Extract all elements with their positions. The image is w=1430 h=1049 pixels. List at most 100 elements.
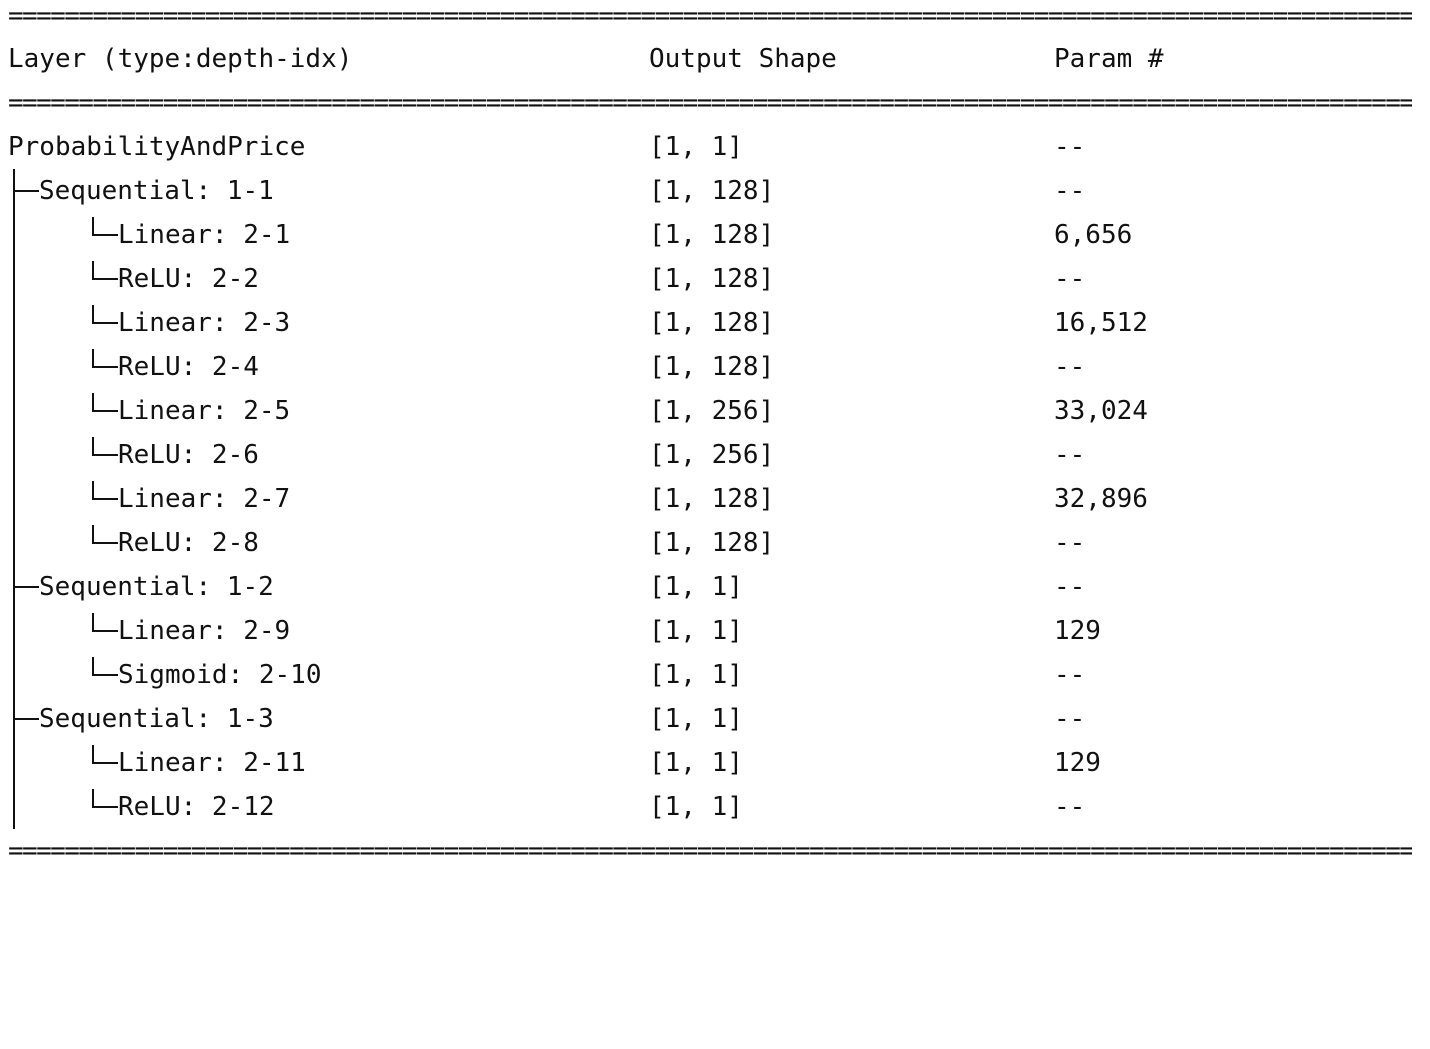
layer-name: Linear: 2-11 <box>118 748 306 778</box>
layer-name: Linear: 2-5 <box>118 396 291 426</box>
table-row: ReLU: 2-6 [1, 256] -- <box>8 433 1412 477</box>
table-row: Linear: 2-1 [1, 128] 6,656 <box>8 213 1412 257</box>
tree-trunk-line <box>13 169 15 829</box>
param-count: -- <box>1054 792 1086 822</box>
tree-elbow <box>92 322 118 324</box>
output-shape: [1, 256] <box>649 440 775 470</box>
param-count: -- <box>1054 264 1086 294</box>
layer-name: ReLU: 2-12 <box>118 792 275 822</box>
top-rule: ========================================… <box>8 2 1412 30</box>
layer-name: Sigmoid: 2-10 <box>118 660 322 690</box>
param-count: -- <box>1054 528 1086 558</box>
layer-name: Sequential: 1-3 <box>39 704 274 734</box>
tree-branch <box>13 718 39 720</box>
table-row: ProbabilityAndPrice [1, 1] -- <box>8 125 1412 169</box>
tree-elbow <box>92 789 94 808</box>
tree-elbow <box>92 366 118 368</box>
output-shape: [1, 1] <box>649 792 743 822</box>
layer-name: Linear: 2-3 <box>118 308 291 338</box>
header-param-count: Param # <box>1054 44 1164 74</box>
header-output-shape: Output Shape <box>649 44 837 74</box>
table-row: ReLU: 2-8 [1, 128] -- <box>8 521 1412 565</box>
output-shape: [1, 1] <box>649 748 743 778</box>
tree-elbow <box>92 542 118 544</box>
layer-name: Sequential: 1-1 <box>39 176 274 206</box>
header-rule: ========================================… <box>8 89 1412 117</box>
param-count: -- <box>1054 572 1086 602</box>
bottom-rule: ========================================… <box>8 837 1412 865</box>
table-row: Linear: 2-9 [1, 1] 129 <box>8 609 1412 653</box>
tree-elbow <box>92 525 94 544</box>
tree-elbow <box>92 630 118 632</box>
layer-name: ReLU: 2-6 <box>118 440 259 470</box>
param-count: -- <box>1054 440 1086 470</box>
param-count: -- <box>1054 132 1086 162</box>
tree-elbow <box>92 657 94 676</box>
table-row: Sigmoid: 2-10 [1, 1] -- <box>8 653 1412 697</box>
tree-elbow <box>92 410 118 412</box>
param-count: 32,896 <box>1054 484 1148 514</box>
header-layer: Layer (type:depth-idx) <box>8 44 353 74</box>
tree-elbow <box>92 498 118 500</box>
layer-name: Linear: 2-1 <box>118 220 291 250</box>
layer-name: Linear: 2-9 <box>118 616 291 646</box>
table-row: Linear: 2-7 [1, 128] 32,896 <box>8 477 1412 521</box>
tree-elbow <box>92 393 94 412</box>
tree-elbow <box>92 217 94 236</box>
tree-elbow <box>92 745 94 764</box>
tree-elbow <box>92 674 118 676</box>
tree-elbow <box>92 349 94 368</box>
tree-branch <box>13 190 39 192</box>
param-count: -- <box>1054 704 1086 734</box>
output-shape: [1, 128] <box>649 220 775 250</box>
param-count: 16,512 <box>1054 308 1148 338</box>
output-shape: [1, 128] <box>649 352 775 382</box>
output-shape: [1, 1] <box>649 132 743 162</box>
param-count: 129 <box>1054 616 1101 646</box>
output-shape: [1, 128] <box>649 484 775 514</box>
output-shape: [1, 256] <box>649 396 775 426</box>
tree-branch <box>13 586 39 588</box>
output-shape: [1, 128] <box>649 176 775 206</box>
param-count: -- <box>1054 176 1086 206</box>
output-shape: [1, 1] <box>649 704 743 734</box>
table-row: Sequential: 1-3 [1, 1] -- <box>8 697 1412 741</box>
tree-elbow <box>92 613 94 632</box>
tree-elbow <box>92 234 118 236</box>
output-shape: [1, 1] <box>649 660 743 690</box>
layer-name: Sequential: 1-2 <box>39 572 274 602</box>
output-shape: [1, 128] <box>649 308 775 338</box>
model-summary-table: ========================================… <box>8 0 1412 876</box>
layer-name: ProbabilityAndPrice <box>8 132 306 162</box>
param-count: 33,024 <box>1054 396 1148 426</box>
layer-name: ReLU: 2-8 <box>118 528 259 558</box>
tree-elbow <box>92 278 118 280</box>
output-shape: [1, 128] <box>649 264 775 294</box>
layer-name: ReLU: 2-4 <box>118 352 259 382</box>
layer-name: ReLU: 2-2 <box>118 264 259 294</box>
tree-elbow <box>92 437 94 456</box>
param-count: 129 <box>1054 748 1101 778</box>
tree-elbow <box>92 481 94 500</box>
table-row: Sequential: 1-2 [1, 1] -- <box>8 565 1412 609</box>
tree-elbow <box>92 261 94 280</box>
table-row: Linear: 2-5 [1, 256] 33,024 <box>8 389 1412 433</box>
param-count: -- <box>1054 660 1086 690</box>
table-row: ReLU: 2-4 [1, 128] -- <box>8 345 1412 389</box>
table-row: Linear: 2-3 [1, 128] 16,512 <box>8 301 1412 345</box>
output-shape: [1, 1] <box>649 572 743 602</box>
table-row: Linear: 2-11 [1, 1] 129 <box>8 741 1412 785</box>
table-row: Sequential: 1-1 [1, 128] -- <box>8 169 1412 213</box>
table-row: ReLU: 2-12 [1, 1] -- <box>8 785 1412 829</box>
output-shape: [1, 128] <box>649 528 775 558</box>
layer-name: Linear: 2-7 <box>118 484 291 514</box>
param-count: -- <box>1054 352 1086 382</box>
tree-elbow <box>92 305 94 324</box>
table-row: ReLU: 2-2 [1, 128] -- <box>8 257 1412 301</box>
tree-elbow <box>92 454 118 456</box>
tree-elbow <box>92 806 118 808</box>
tree-elbow <box>92 762 118 764</box>
output-shape: [1, 1] <box>649 616 743 646</box>
param-count: 6,656 <box>1054 220 1133 250</box>
header-row: Layer (type:depth-idx) Output Shape Para… <box>8 37 1412 81</box>
